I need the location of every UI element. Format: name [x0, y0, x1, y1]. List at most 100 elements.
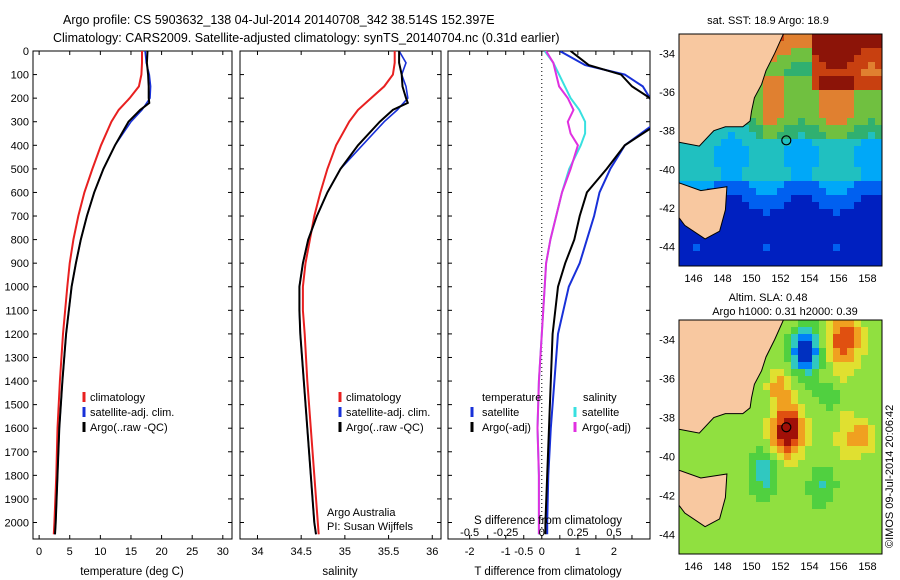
- map-cell: [777, 397, 785, 405]
- map-cell: [833, 34, 841, 42]
- map-cell: [840, 481, 848, 489]
- map-cell: [833, 509, 841, 517]
- map-cell: [714, 460, 722, 468]
- map-cell: [763, 146, 771, 154]
- map-cell: [777, 195, 785, 203]
- map-cell: [721, 537, 729, 545]
- argo-australia-label: Argo Australia: [327, 507, 396, 519]
- map-cell: [847, 341, 855, 349]
- map-cell: [770, 90, 778, 98]
- map-cell: [833, 502, 841, 510]
- map-cell: [784, 411, 792, 419]
- map-cell: [721, 467, 729, 475]
- map-cell: [875, 160, 882, 168]
- map-cell: [868, 174, 876, 182]
- xtick-label: 25: [186, 546, 198, 558]
- map-cell: [847, 460, 855, 468]
- map-cell: [840, 34, 848, 42]
- map-cell: [798, 376, 806, 384]
- map-cell: [721, 523, 729, 531]
- map-cell: [833, 425, 841, 433]
- map-cell: [791, 320, 799, 328]
- map-cell: [679, 516, 687, 524]
- map-cell: [868, 181, 876, 189]
- map-cell: [819, 244, 827, 252]
- map-cell: [861, 223, 869, 231]
- legend-t-argo: Argo(-adj): [482, 422, 531, 434]
- map-cell: [714, 244, 722, 252]
- temperature-axes: [32, 50, 233, 540]
- map-cell: [833, 223, 841, 231]
- map-xtick-label: 158: [858, 561, 876, 573]
- map-cell: [784, 76, 792, 84]
- map-ytick-label: -36: [659, 87, 675, 99]
- map-cell: [868, 90, 876, 98]
- map-cell: [875, 474, 882, 482]
- map-cell: [784, 544, 792, 552]
- map-cell: [721, 244, 729, 252]
- map-cell: [742, 495, 750, 503]
- map-cell: [763, 481, 771, 489]
- map-cell: [819, 111, 827, 119]
- map-cell: [693, 551, 701, 554]
- map-cell: [833, 327, 841, 335]
- map-cell: [777, 258, 785, 266]
- map-cell: [868, 251, 876, 259]
- map-cell: [721, 544, 729, 552]
- map-cell: [840, 118, 848, 126]
- map-cell: [798, 251, 806, 259]
- map-cell: [868, 544, 876, 552]
- map-cell: [714, 446, 722, 454]
- map-cell: [707, 544, 715, 552]
- map-cell: [714, 551, 722, 554]
- map-cell: [819, 174, 827, 182]
- map-cell: [735, 432, 743, 440]
- map-cell: [742, 209, 750, 217]
- map-cell: [805, 432, 813, 440]
- map-cell: [728, 202, 736, 210]
- ytick-label: 1000: [5, 282, 29, 294]
- map-cell: [798, 223, 806, 231]
- map-cell: [742, 418, 750, 426]
- map-cell: [875, 327, 882, 335]
- map-cell: [749, 544, 757, 552]
- map-cell: [854, 341, 862, 349]
- map-cell: [861, 453, 869, 461]
- map-cell: [784, 341, 792, 349]
- map-cell: [847, 111, 855, 119]
- map-cell: [735, 258, 743, 266]
- map-cell: [707, 537, 715, 545]
- map-cell: [679, 467, 687, 475]
- map-cell: [854, 55, 862, 63]
- map-cell: [861, 502, 869, 510]
- map-cell: [679, 153, 687, 161]
- map-cell: [728, 132, 736, 140]
- map-cell: [833, 258, 841, 266]
- map-cell: [742, 551, 750, 554]
- map-cell: [819, 348, 827, 356]
- map-cell: [840, 188, 848, 196]
- map-cell: [840, 439, 848, 447]
- map-cell: [854, 488, 862, 496]
- map-cell: [847, 160, 855, 168]
- map-cell: [693, 251, 701, 259]
- land-mainland: [679, 34, 784, 147]
- map-cell: [861, 83, 869, 91]
- map-cell: [812, 244, 820, 252]
- map-cell: [714, 160, 722, 168]
- map-cell: [847, 195, 855, 203]
- map-cell: [686, 530, 694, 538]
- map-cell: [770, 348, 778, 356]
- map-cell: [777, 55, 785, 63]
- map-cell: [756, 188, 764, 196]
- map-cell: [777, 390, 785, 398]
- map-cell: [777, 125, 785, 133]
- map-cell: [707, 425, 715, 433]
- map-cell: [861, 348, 869, 356]
- map-cell: [742, 167, 750, 175]
- map-cell: [819, 530, 827, 538]
- map-cell: [875, 146, 882, 154]
- map-cell: [728, 153, 736, 161]
- map-cell: [798, 118, 806, 126]
- map-cell: [798, 355, 806, 363]
